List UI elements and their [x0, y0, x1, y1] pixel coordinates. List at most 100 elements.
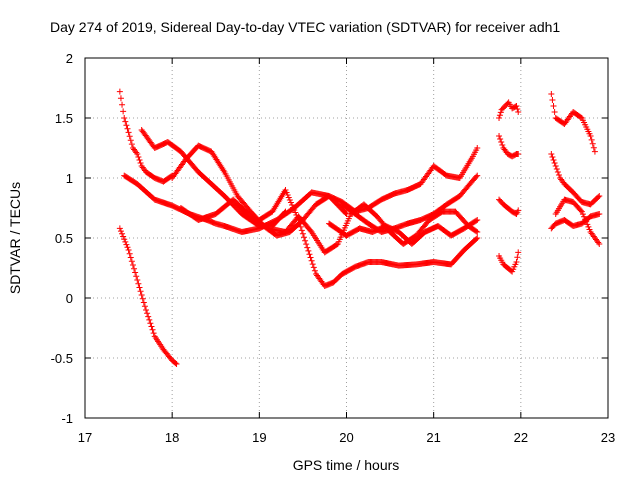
series-sat-o: [548, 151, 603, 208]
data-point: [119, 230, 126, 237]
data-point: [474, 235, 481, 241]
data-point: [148, 323, 155, 330]
data-point: [307, 254, 314, 261]
data-point: [121, 115, 128, 121]
series-sat-n: [548, 91, 598, 155]
data-point: [577, 207, 584, 214]
x-axis-label: GPS time / hours: [293, 457, 400, 473]
data-point: [295, 217, 302, 223]
data-point: [304, 244, 311, 251]
data-point: [550, 103, 557, 109]
series-sat-m: [496, 249, 522, 275]
y-tick-label: -1: [61, 411, 73, 426]
data-point: [581, 213, 588, 220]
data-point: [143, 307, 150, 313]
data-points: [116, 88, 603, 367]
data-point: [579, 211, 586, 218]
data-point: [587, 133, 594, 139]
data-point: [589, 140, 596, 147]
data-point: [306, 251, 313, 258]
data-point: [549, 154, 556, 160]
x-tick-label: 23: [601, 430, 615, 445]
data-point: [125, 129, 132, 136]
y-axis: -1 -0.5 0 0.5 1 1.5 2: [51, 51, 608, 426]
data-point: [499, 142, 506, 148]
data-point: [140, 299, 147, 306]
data-point: [578, 208, 585, 215]
data-point: [473, 173, 480, 180]
data-point: [136, 284, 143, 291]
data-point: [515, 207, 522, 214]
data-point: [117, 95, 124, 102]
x-tick-label: 17: [78, 430, 92, 445]
data-point: [548, 91, 555, 97]
data-point: [124, 244, 131, 251]
data-point: [302, 237, 309, 244]
data-point: [299, 230, 306, 237]
data-point: [134, 277, 141, 283]
series-sat-f: [177, 196, 481, 256]
data-point: [122, 118, 129, 125]
x-tick-label: 20: [339, 430, 353, 445]
data-point: [497, 136, 504, 142]
data-point: [120, 108, 127, 115]
data-point: [125, 247, 132, 253]
data-point: [342, 209, 349, 216]
data-point: [548, 151, 555, 157]
data-point: [301, 234, 308, 241]
data-point: [584, 221, 591, 228]
data-point: [136, 157, 143, 163]
data-point: [126, 250, 133, 257]
data-point: [582, 216, 589, 223]
data-point: [145, 313, 152, 320]
y-tick-label: 0.5: [55, 231, 73, 246]
data-point: [474, 172, 481, 179]
data-point: [497, 109, 504, 116]
y-tick-label: 1.5: [55, 111, 73, 126]
data-point: [473, 228, 480, 235]
data-point: [123, 241, 130, 248]
data-point: [496, 133, 503, 139]
y-tick-label: 0: [66, 291, 73, 306]
data-point: [595, 194, 602, 201]
data-point: [498, 139, 505, 145]
data-point: [553, 166, 560, 172]
data-point: [123, 122, 130, 129]
x-tick-label: 22: [514, 430, 528, 445]
data-point: [117, 228, 124, 235]
data-point: [311, 267, 318, 274]
data-point: [308, 257, 315, 264]
y-tick-label: -0.5: [51, 351, 73, 366]
data-point: [127, 137, 134, 144]
data-point: [116, 225, 123, 232]
series-sat-i: [339, 172, 481, 235]
data-point: [296, 220, 303, 227]
data-point: [554, 169, 561, 175]
data-point: [590, 144, 597, 151]
data-point: [596, 241, 603, 247]
data-point: [172, 360, 179, 367]
x-tick-label: 18: [165, 430, 179, 445]
data-point: [585, 223, 592, 230]
data-point: [122, 238, 129, 245]
data-point: [513, 103, 520, 109]
data-point: [134, 151, 141, 157]
data-point: [596, 193, 603, 199]
data-point: [297, 223, 304, 230]
data-point: [551, 109, 558, 115]
chart-title: Day 274 of 2019, Sidereal Day-to-day VTE…: [50, 19, 560, 35]
data-point: [146, 316, 153, 323]
data-point: [496, 115, 503, 121]
data-point: [119, 101, 126, 108]
data-point: [309, 261, 316, 268]
data-point: [555, 172, 562, 178]
y-tick-label: 2: [66, 51, 73, 66]
data-point: [515, 249, 522, 256]
data-point: [132, 269, 139, 276]
data-point: [596, 211, 603, 217]
data-point: [144, 310, 151, 317]
data-point: [310, 264, 317, 271]
data-point: [515, 151, 522, 157]
y-axis-label: SDTVAR / TECUs: [7, 182, 23, 294]
data-point: [303, 241, 310, 248]
